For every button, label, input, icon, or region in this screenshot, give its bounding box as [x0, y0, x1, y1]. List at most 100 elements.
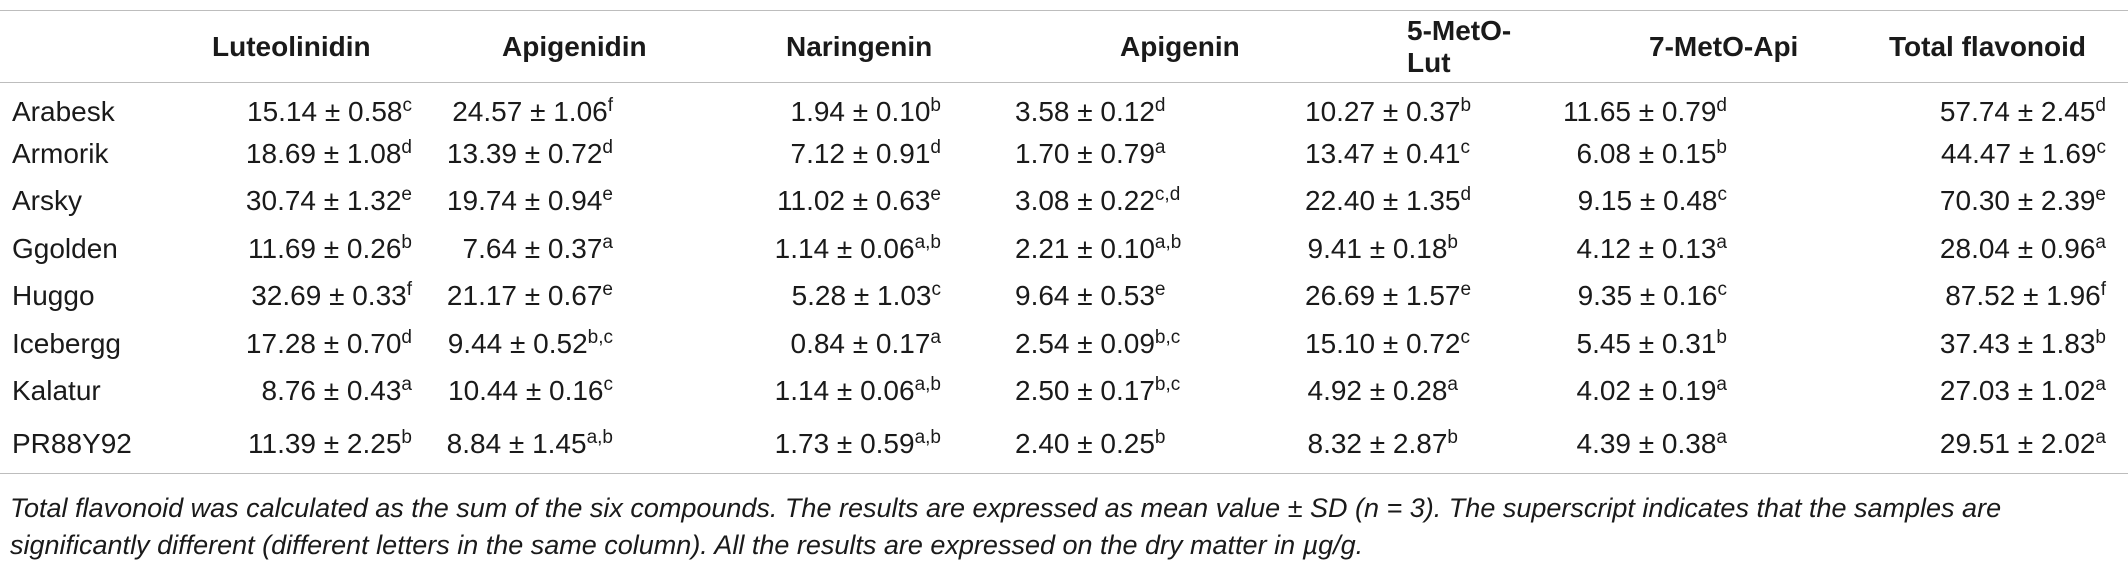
- significance-superscript: a: [401, 374, 412, 396]
- value-cell: 18.69 ± 1.08d: [205, 130, 420, 178]
- mean-sd-value: 11.02 ± 0.63: [777, 185, 931, 217]
- table-row: Arsky 30.74 ± 1.32e 19.74 ± 0.94e 11.02 ± 0…: [0, 178, 2128, 226]
- value-cell: 6.08 ± 0.15b: [1550, 130, 1810, 178]
- mean-sd-value: 7.12 ± 0.91: [790, 137, 931, 169]
- header-cell-sample: [0, 10, 205, 83]
- mean-sd-value: 1.14 ± 0.06: [774, 375, 915, 407]
- significance-superscript: a,b: [1154, 231, 1182, 253]
- value-cell: 32.69 ± 0.33f: [205, 273, 420, 321]
- value-cell: 11.02 ± 0.63e: [695, 178, 1015, 226]
- significance-superscript: a,b: [914, 374, 941, 396]
- value-cell: 11.69 ± 0.26b: [205, 225, 420, 273]
- value-cell: 27.03 ± 1.02a: [1810, 368, 2128, 416]
- significance-superscript: c: [2096, 136, 2107, 158]
- significance-superscript: f: [2100, 279, 2106, 301]
- mean-sd-value: 3.08 ± 0.22: [1015, 185, 1155, 217]
- mean-sd-value: 1.70 ± 0.79: [1015, 137, 1155, 169]
- mean-sd-value: 22.40 ± 1.35: [1305, 185, 1461, 217]
- significance-superscript: f: [406, 279, 412, 301]
- significance-superscript: b: [401, 231, 412, 253]
- value-cell: 7.12 ± 0.91d: [695, 130, 1015, 178]
- value-cell: 17.28 ± 0.70d: [205, 320, 420, 368]
- significance-superscript: a: [1154, 136, 1166, 158]
- significance-superscript: a: [1716, 426, 1727, 448]
- row-label-cell: Arabesk: [12, 95, 115, 127]
- significance-superscript: d: [1716, 94, 1727, 116]
- significance-superscript: b,c: [1154, 326, 1181, 348]
- mean-sd-value: 17.28 ± 0.70: [245, 327, 402, 359]
- value-cell: 8.32 ± 2.87b: [1305, 415, 1550, 474]
- value-cell: 11.65 ± 0.79d: [1550, 83, 1810, 131]
- significance-superscript: a: [1716, 374, 1727, 396]
- mean-sd-value: 11.39 ± 2.25: [248, 427, 402, 459]
- mean-sd-value: 37.43 ± 1.83: [1939, 327, 2096, 359]
- value-cell: 1.70 ± 0.79a: [1015, 130, 1305, 178]
- significance-superscript: a: [1716, 231, 1727, 253]
- value-cell: 1.94 ± 0.10b: [695, 83, 1015, 131]
- mean-sd-value: 5.45 ± 0.31: [1576, 327, 1717, 359]
- value-cell: 4.02 ± 0.19a: [1550, 368, 1810, 416]
- mean-sd-value: 24.57 ± 1.06: [452, 95, 608, 127]
- value-cell: 10.44 ± 0.16c: [420, 368, 695, 416]
- significance-superscript: a: [602, 231, 613, 253]
- significance-superscript: c: [603, 374, 614, 396]
- significance-superscript: a: [2095, 374, 2106, 396]
- mean-sd-value: 5.28 ± 1.03: [791, 280, 932, 312]
- mean-sd-value: 4.39 ± 0.38: [1576, 427, 1717, 459]
- value-cell: 9.35 ± 0.16c: [1550, 273, 1810, 321]
- significance-superscript: c: [1460, 136, 1471, 158]
- significance-superscript: c: [402, 94, 413, 116]
- table-row: Kalatur 8.76 ± 0.43a 10.44 ± 0.16c 1.14 ± 0…: [0, 368, 2128, 416]
- significance-superscript: b: [2095, 326, 2106, 348]
- value-cell: 7.64 ± 0.37a: [420, 225, 695, 273]
- mean-sd-value: 7.64 ± 0.37: [462, 232, 603, 264]
- significance-superscript: b: [1154, 426, 1166, 448]
- significance-superscript: a,b: [914, 426, 941, 448]
- value-cell: 11.39 ± 2.25b: [205, 415, 420, 474]
- header-cell-7-meto-api: 7-MetO-Api: [1550, 10, 1810, 83]
- value-cell: 87.52 ± 1.96f: [1810, 273, 2128, 321]
- mean-sd-value: 1.14 ± 0.06: [774, 232, 915, 264]
- significance-superscript: a,b: [914, 231, 941, 253]
- value-cell: 1.14 ± 0.06a,b: [695, 368, 1015, 416]
- value-cell: 9.41 ± 0.18b: [1305, 225, 1550, 273]
- significance-superscript: e: [1154, 279, 1166, 301]
- mean-sd-value: 32.69 ± 0.33: [251, 280, 407, 312]
- significance-superscript: e: [2095, 184, 2106, 206]
- mean-sd-value: 9.64 ± 0.53: [1015, 280, 1155, 312]
- mean-sd-value: 44.47 ± 1.69: [1941, 137, 2097, 169]
- mean-sd-value: 57.74 ± 2.45: [1939, 95, 2096, 127]
- value-cell: 5.45 ± 0.31b: [1550, 320, 1810, 368]
- table-row: Ggolden 11.69 ± 0.26b 7.64 ± 0.37a 1.14 ± 0…: [0, 225, 2128, 273]
- value-cell: 2.50 ± 0.17b,c: [1015, 368, 1305, 416]
- significance-superscript: c,d: [1154, 184, 1181, 206]
- value-cell: 22.40 ± 1.35d: [1305, 178, 1550, 226]
- header-cell-total-flavonoid: Total flavonoid: [1810, 10, 2128, 83]
- significance-superscript: d: [602, 136, 613, 158]
- value-cell: 2.21 ± 0.10a,b: [1015, 225, 1305, 273]
- header-cell-luteolinidin: Luteolinidin: [205, 10, 420, 83]
- significance-superscript: b: [1716, 136, 1727, 158]
- value-cell: 8.76 ± 0.43a: [205, 368, 420, 416]
- table-row: Arabesk 15.14 ± 0.58c 24.57 ± 1.06f 1.94 ± …: [0, 83, 2128, 131]
- mean-sd-value: 27.03 ± 1.02: [1939, 375, 2096, 407]
- significance-superscript: d: [2095, 94, 2106, 116]
- table-row: Huggo 32.69 ± 0.33f 21.17 ± 0.67e 5.28 ± 1.…: [0, 273, 2128, 321]
- value-cell: 44.47 ± 1.69c: [1810, 130, 2128, 178]
- significance-superscript: f: [607, 94, 613, 116]
- value-cell: 4.39 ± 0.38a: [1550, 415, 1810, 474]
- mean-sd-value: 13.39 ± 0.72: [446, 137, 603, 169]
- header-cell-apigenidin: Apigenidin: [420, 10, 695, 83]
- mean-sd-value: 0.84 ± 0.17: [790, 327, 931, 359]
- value-cell: 37.43 ± 1.83b: [1810, 320, 2128, 368]
- significance-superscript: e: [401, 184, 412, 206]
- value-cell: 3.08 ± 0.22c,d: [1015, 178, 1305, 226]
- significance-superscript: c: [1717, 184, 1728, 206]
- value-cell: 13.39 ± 0.72d: [420, 130, 695, 178]
- significance-superscript: c: [1717, 279, 1728, 301]
- mean-sd-value: 11.65 ± 0.79: [1563, 95, 1717, 127]
- mean-sd-value: 9.44 ± 0.52: [447, 327, 588, 359]
- mean-sd-value: 1.94 ± 0.10: [790, 95, 931, 127]
- significance-superscript: b: [401, 426, 412, 448]
- mean-sd-value: 4.92 ± 0.28: [1307, 375, 1448, 407]
